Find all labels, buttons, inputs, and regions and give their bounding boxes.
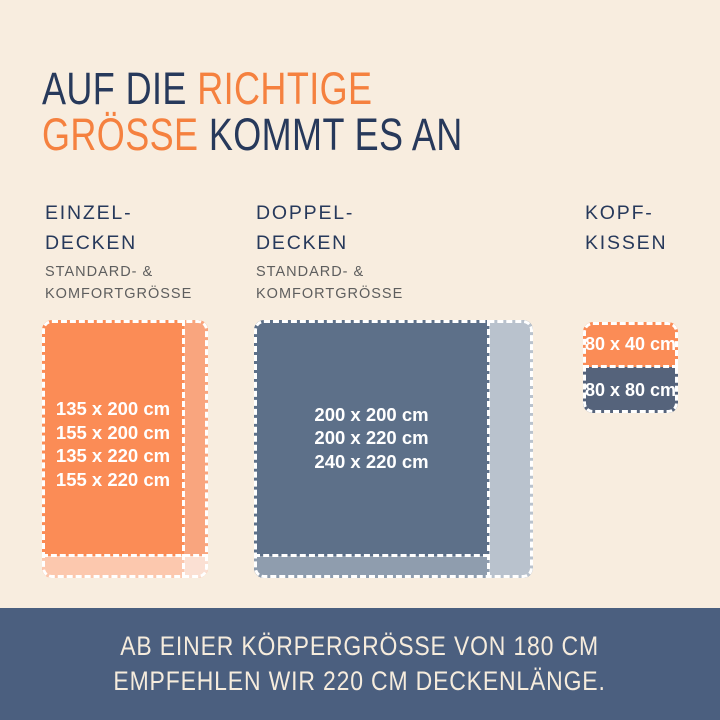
title-part-dark-1: AUF DIE <box>42 63 198 115</box>
banner-text-line: AB EINER KÖRPERGRÖSSE VON 180 CM <box>120 631 600 661</box>
size-label: 80 x 40 cm <box>584 334 677 354</box>
size-label: 135 x 220 cm <box>55 445 171 466</box>
size-label: 200 x 220 cm <box>314 427 429 449</box>
subtitle-line: KOMFORTGRÖSSE <box>256 285 404 302</box>
dashed-divider-horizontal <box>254 554 489 557</box>
subtitle-doppeldecken: STANDARD- & KOMFORTGRÖSSE <box>256 262 403 305</box>
heading-einzeldecken: EINZEL- DECKEN <box>45 198 137 258</box>
size-label: 240 x 220 cm <box>314 450 429 472</box>
heading-line: DOPPEL- <box>256 202 355 224</box>
pillow-diagram: 80 x 40 cm 80 x 80 cm <box>583 322 678 413</box>
double-duvet-width-extension <box>489 320 533 578</box>
dashed-divider-vertical <box>182 320 185 578</box>
subtitle-line: KOMFORTGRÖSSE <box>45 285 193 302</box>
recommendation-banner: AB EINER KÖRPERGRÖSSE VON 180 CM EMPFEHL… <box>0 608 720 720</box>
heading-line: KISSEN <box>585 232 668 254</box>
single-duvet-size-list: 135 x 200 cm 155 x 200 cm 135 x 220 cm 1… <box>42 320 184 556</box>
title-part-dark-2: KOMMT ES AN <box>208 109 463 161</box>
subtitle-line: STANDARD- & <box>256 264 365 280</box>
dashed-divider-vertical <box>487 320 490 578</box>
single-duvet-corner-extension <box>184 556 208 578</box>
double-duvet-diagram: 200 x 200 cm 200 x 220 cm 240 x 220 cm <box>254 320 533 578</box>
dashed-divider-horizontal <box>583 365 678 368</box>
size-label: 135 x 200 cm <box>55 398 171 419</box>
single-duvet-length-extension <box>42 556 184 578</box>
title-part-accent-1: RICHTIGE <box>197 63 373 115</box>
banner-text-line: EMPFEHLEN WIR 220 CM DECKENLÄNGE. <box>113 666 607 696</box>
double-duvet-size-list: 200 x 200 cm 200 x 220 cm 240 x 220 cm <box>254 320 489 556</box>
pillow-80x40: 80 x 40 cm <box>583 322 678 367</box>
title-part-accent-2: GRÖSSE <box>42 109 209 161</box>
single-duvet-diagram: 135 x 200 cm 155 x 200 cm 135 x 220 cm 1… <box>42 320 208 578</box>
size-label: 200 x 200 cm <box>314 403 429 425</box>
double-duvet-length-extension <box>254 556 489 578</box>
page-title: AUF DIE RICHTIGE GRÖSSE KOMMT ES AN <box>42 66 463 158</box>
heading-line: EINZEL- <box>45 202 133 224</box>
size-label: 80 x 80 cm <box>584 379 677 400</box>
single-duvet-width-extension <box>184 320 208 556</box>
size-label: 155 x 200 cm <box>55 421 171 443</box>
heading-doppeldecken: DOPPEL- DECKEN <box>256 198 354 258</box>
heading-line: DECKEN <box>256 232 349 254</box>
subtitle-line: STANDARD- & <box>45 264 154 280</box>
heading-line: KOPF- <box>585 202 654 224</box>
heading-kopfkissen: KOPF- KISSEN <box>585 198 667 258</box>
heading-line: DECKEN <box>45 232 138 254</box>
pillow-80x80: 80 x 80 cm <box>583 367 678 413</box>
dashed-divider-horizontal <box>42 554 208 557</box>
size-label: 155 x 220 cm <box>55 468 171 490</box>
subtitle-einzeldecken: STANDARD- & KOMFORTGRÖSSE <box>45 262 192 305</box>
